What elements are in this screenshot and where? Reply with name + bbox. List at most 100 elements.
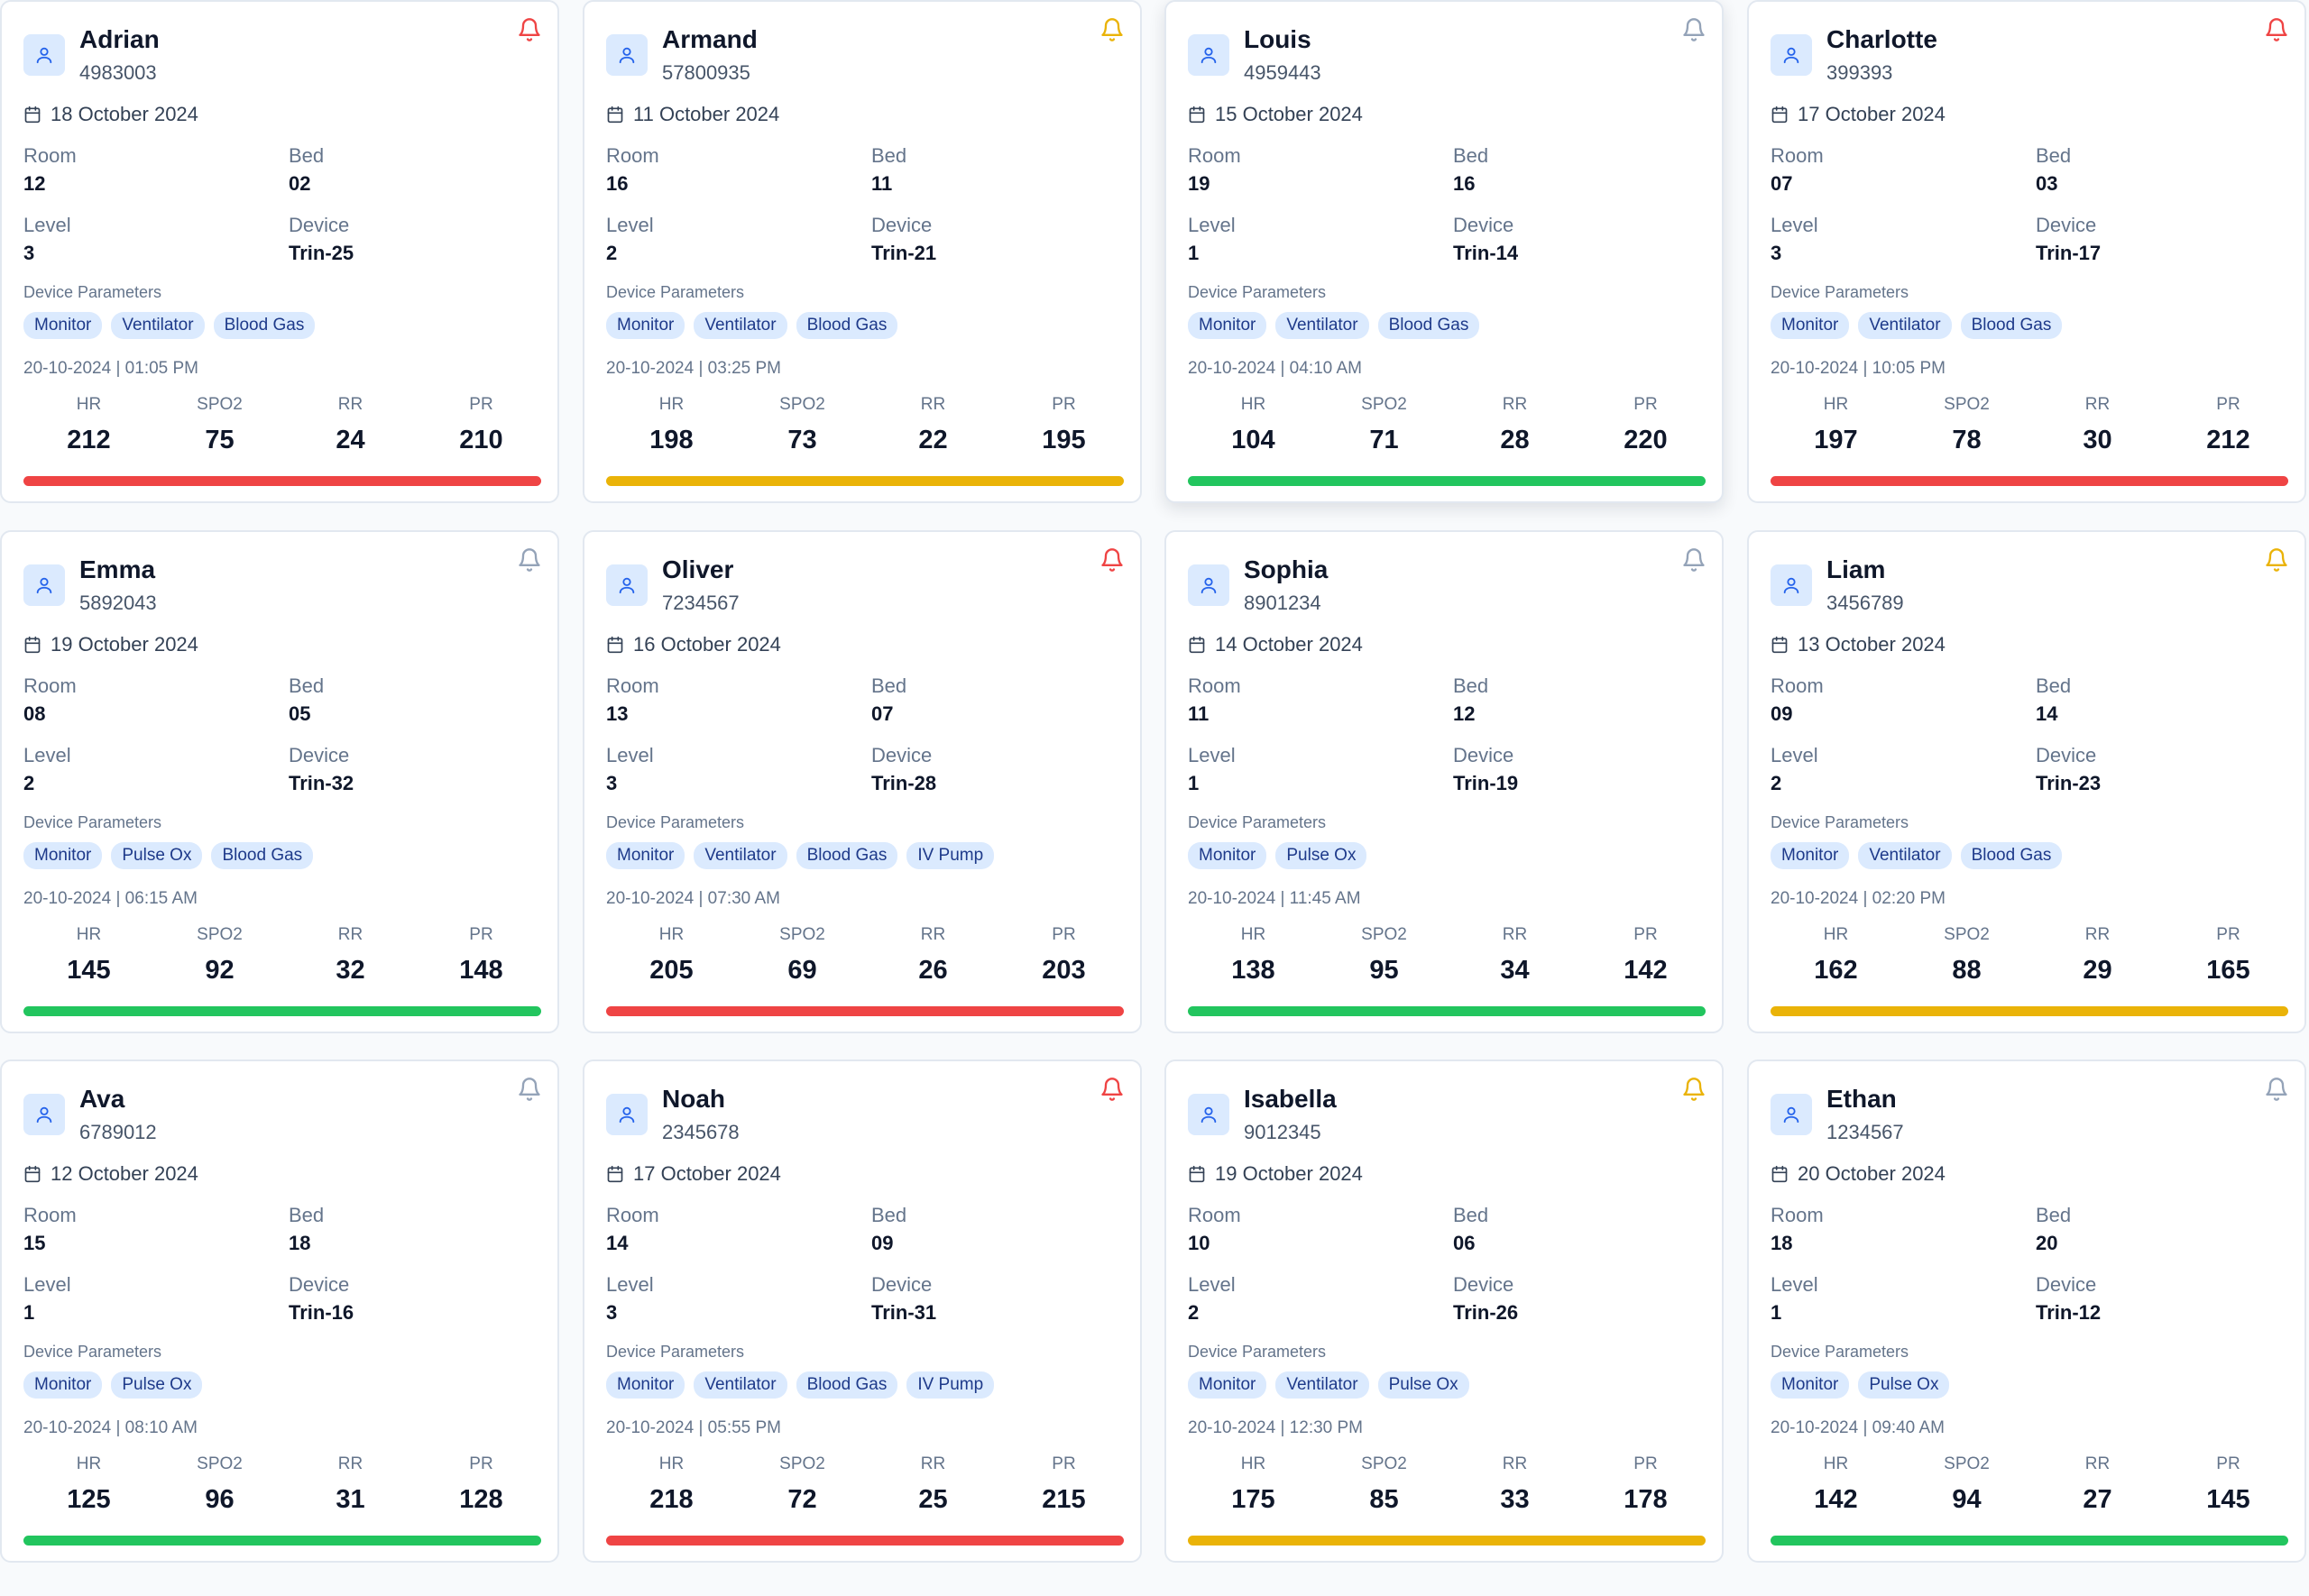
vital-value: 24	[336, 426, 365, 454]
calendar-icon	[607, 1165, 623, 1183]
patient-id: 7234567	[662, 592, 740, 614]
patient-card[interactable]: Armand 57800935 11 October 2024 Room 16 …	[583, 0, 1142, 503]
bell-icon[interactable]	[1680, 1074, 1707, 1105]
bell-icon[interactable]	[1099, 14, 1126, 45]
vital-label: PR	[2216, 395, 2240, 414]
patient-card[interactable]: Ava 6789012 12 October 2024 Room 15 Bed …	[0, 1059, 559, 1563]
bed-value: 14	[2036, 702, 2058, 725]
bell-icon[interactable]	[516, 1074, 543, 1105]
bell-icon[interactable]	[2263, 1074, 2290, 1105]
device-label: Device	[289, 744, 350, 766]
vital-rr: RR 31	[285, 1454, 416, 1515]
status-bar	[1188, 476, 1706, 486]
vital-value: 197	[1814, 426, 1858, 454]
vital-label: PR	[469, 1454, 493, 1473]
device-parameters-label: Device Parameters	[606, 813, 745, 831]
calendar-icon	[607, 105, 623, 124]
vital-value: 22	[918, 426, 948, 454]
patient-card[interactable]: Charlotte 399393 17 October 2024 Room 07…	[1747, 0, 2306, 503]
patient-name: Louis	[1244, 25, 1311, 53]
patient-card[interactable]: Oliver 7234567 16 October 2024 Room 13 B…	[583, 530, 1142, 1033]
vital-value: 162	[1814, 956, 1858, 985]
reading-timestamp: 20-10-2024 | 09:40 AM	[1771, 1418, 1945, 1437]
device-parameter-tags: Monitor Ventilator Blood Gas IV Pump	[606, 842, 995, 869]
parameter-tag: Monitor	[606, 842, 685, 869]
patient-card[interactable]: Liam 3456789 13 October 2024 Room 09 Bed…	[1747, 530, 2306, 1033]
admission-date: 12 October 2024	[23, 1162, 198, 1186]
vital-label: SPO2	[197, 395, 243, 414]
admission-date: 14 October 2024	[1188, 633, 1363, 656]
room-label: Room	[606, 1204, 659, 1226]
vital-value: 195	[1042, 426, 1086, 454]
device-label: Device	[2036, 744, 2097, 766]
parameter-tag: Blood Gas	[211, 842, 314, 869]
vital-label: HR	[76, 1454, 102, 1473]
vital-rr: RR 28	[1449, 395, 1580, 455]
bell-icon[interactable]	[1680, 14, 1707, 45]
room-value: 13	[606, 702, 629, 725]
vitals-row: HR 197 SPO2 78 RR 30 PR 212	[1771, 395, 2294, 455]
level-value: 2	[1188, 1301, 1200, 1324]
device-label: Device	[289, 214, 350, 236]
room-label: Room	[1188, 1204, 1241, 1226]
reading-timestamp: 20-10-2024 | 12:30 PM	[1188, 1418, 1364, 1437]
vital-rr: RR 29	[2032, 925, 2163, 986]
bell-icon[interactable]	[1099, 545, 1126, 575]
device-parameters-label: Device Parameters	[606, 283, 745, 301]
bed-value: 11	[871, 172, 893, 195]
parameter-tag: Blood Gas	[796, 842, 898, 869]
bed-value: 18	[289, 1232, 311, 1254]
vital-value: 198	[649, 426, 694, 454]
parameter-tag: Blood Gas	[1960, 842, 2063, 869]
avatar	[23, 34, 65, 76]
admission-date-text: 19 October 2024	[1215, 1162, 1363, 1185]
device-parameters-label: Device Parameters	[1188, 1343, 1327, 1361]
room-label: Room	[1771, 1204, 1824, 1226]
vital-value: 95	[1369, 956, 1399, 985]
parameter-tag: Ventilator	[1275, 1371, 1369, 1399]
bell-icon[interactable]	[1099, 1074, 1126, 1105]
vital-value: 165	[2206, 956, 2250, 985]
vital-spo2: SPO2 85	[1319, 1454, 1449, 1515]
bell-icon[interactable]	[1680, 545, 1707, 575]
status-bar	[1188, 1006, 1706, 1016]
status-bar	[23, 1536, 541, 1546]
patient-card[interactable]: Adrian 4983003 18 October 2024 Room 12 B…	[0, 0, 559, 503]
bed-label: Bed	[1453, 674, 1489, 697]
patient-card[interactable]: Sophia 8901234 14 October 2024 Room 11 B…	[1164, 530, 1724, 1033]
bell-icon[interactable]	[2263, 14, 2290, 45]
level-label: Level	[606, 214, 654, 236]
user-icon	[1783, 577, 1799, 594]
admission-date: 11 October 2024	[606, 103, 779, 126]
bed-value: 12	[1453, 702, 1476, 725]
status-bar	[1188, 1536, 1706, 1546]
status-bar	[23, 1006, 541, 1016]
bell-icon[interactable]	[2263, 545, 2290, 575]
bed-label: Bed	[1453, 1204, 1489, 1226]
patient-card[interactable]: Noah 2345678 17 October 2024 Room 14 Bed…	[583, 1059, 1142, 1563]
patient-name: Adrian	[79, 25, 160, 53]
bed-value: 20	[2036, 1232, 2058, 1254]
vital-value: 104	[1231, 426, 1275, 454]
patient-name: Ava	[79, 1085, 125, 1113]
level-value: 2	[23, 772, 35, 794]
vital-hr: HR 175	[1188, 1454, 1319, 1515]
device-parameter-tags: Monitor Pulse Ox	[1771, 1371, 1950, 1399]
patient-card[interactable]: Isabella 9012345 19 October 2024 Room 10…	[1164, 1059, 1724, 1563]
parameter-tag: Blood Gas	[1960, 312, 2063, 339]
vital-hr: HR 162	[1771, 925, 1901, 986]
vital-label: PR	[2216, 925, 2240, 944]
vital-hr: HR 125	[23, 1454, 154, 1515]
device-value: Trin-28	[871, 772, 937, 794]
patient-card[interactable]: Ethan 1234567 20 October 2024 Room 18 Be…	[1747, 1059, 2306, 1563]
patient-card[interactable]: Louis 4959443 15 October 2024 Room 19 Be…	[1164, 0, 1724, 503]
user-icon	[1200, 1106, 1217, 1124]
device-parameter-tags: Monitor Ventilator Blood Gas	[23, 312, 316, 339]
bell-icon[interactable]	[516, 545, 543, 575]
vitals-row: HR 162 SPO2 88 RR 29 PR 165	[1771, 925, 2294, 986]
patient-card[interactable]: Emma 5892043 19 October 2024 Room 08 Bed…	[0, 530, 559, 1033]
reading-timestamp: 20-10-2024 | 02:20 PM	[1771, 889, 1946, 908]
device-parameters-label: Device Parameters	[23, 283, 162, 301]
bell-icon[interactable]	[516, 14, 543, 45]
calendar-icon	[1771, 105, 1788, 124]
